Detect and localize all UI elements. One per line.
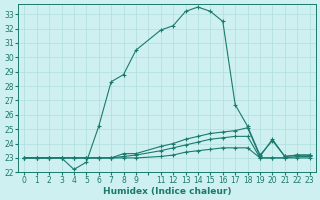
X-axis label: Humidex (Indice chaleur): Humidex (Indice chaleur)	[103, 187, 231, 196]
